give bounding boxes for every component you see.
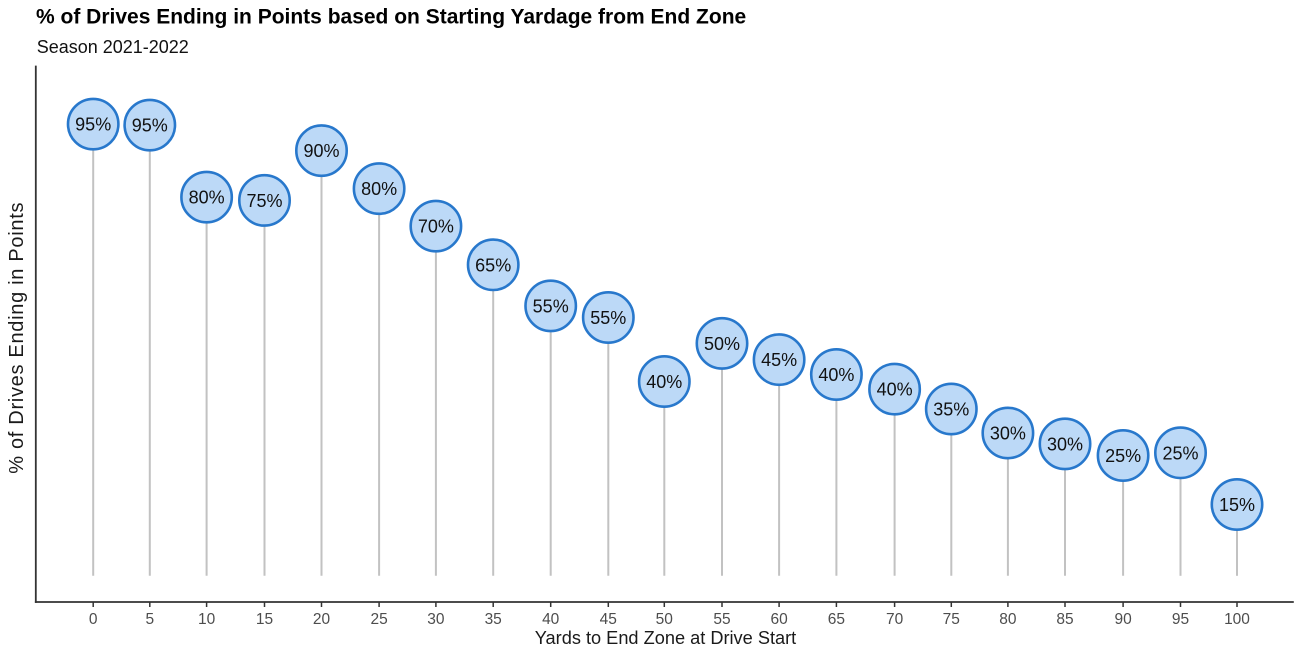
svg-text:25%: 25% <box>1162 443 1198 463</box>
svg-text:20: 20 <box>313 611 331 628</box>
svg-text:95%: 95% <box>132 116 168 136</box>
svg-text:40%: 40% <box>877 380 913 400</box>
svg-text:85: 85 <box>1056 611 1073 628</box>
svg-text:100: 100 <box>1224 611 1250 628</box>
svg-text:40%: 40% <box>818 365 854 385</box>
svg-text:% of Drives Ending in Points: % of Drives Ending in Points <box>6 202 28 474</box>
svg-text:35: 35 <box>485 611 502 628</box>
svg-text:80%: 80% <box>361 179 397 199</box>
svg-text:90%: 90% <box>303 141 339 161</box>
svg-text:80: 80 <box>999 611 1017 628</box>
svg-text:90: 90 <box>1114 611 1132 628</box>
svg-text:45%: 45% <box>761 350 797 370</box>
svg-text:30: 30 <box>427 611 445 628</box>
svg-text:65%: 65% <box>475 255 511 275</box>
svg-text:Season 2021-2022: Season 2021-2022 <box>37 37 189 57</box>
svg-text:75%: 75% <box>246 191 282 211</box>
svg-text:25: 25 <box>370 611 387 628</box>
svg-text:0: 0 <box>89 611 98 628</box>
svg-text:30%: 30% <box>1047 434 1083 454</box>
svg-text:25%: 25% <box>1105 446 1141 466</box>
svg-text:75: 75 <box>943 611 960 628</box>
svg-text:70: 70 <box>886 611 904 628</box>
svg-text:50%: 50% <box>704 334 740 354</box>
svg-text:50: 50 <box>656 611 674 628</box>
svg-text:55%: 55% <box>533 296 569 316</box>
svg-text:45: 45 <box>600 611 617 628</box>
svg-text:35%: 35% <box>933 400 969 420</box>
svg-text:40%: 40% <box>646 372 682 392</box>
svg-text:55: 55 <box>713 611 730 628</box>
svg-text:95: 95 <box>1172 611 1189 628</box>
svg-text:15: 15 <box>256 611 273 628</box>
svg-text:70%: 70% <box>418 217 454 237</box>
svg-text:15%: 15% <box>1219 495 1255 515</box>
svg-text:40: 40 <box>542 611 560 628</box>
svg-text:30%: 30% <box>990 424 1026 444</box>
svg-text:5: 5 <box>145 611 154 628</box>
svg-text:10: 10 <box>198 611 216 628</box>
svg-text:% of Drives Ending in Points b: % of Drives Ending in Points based on St… <box>36 6 746 29</box>
svg-text:65: 65 <box>828 611 845 628</box>
svg-text:Yards to End Zone at Drive Sta: Yards to End Zone at Drive Start <box>535 628 796 648</box>
svg-text:95%: 95% <box>75 115 111 135</box>
svg-text:60: 60 <box>770 611 788 628</box>
svg-text:55%: 55% <box>590 308 626 328</box>
svg-text:80%: 80% <box>189 188 225 208</box>
